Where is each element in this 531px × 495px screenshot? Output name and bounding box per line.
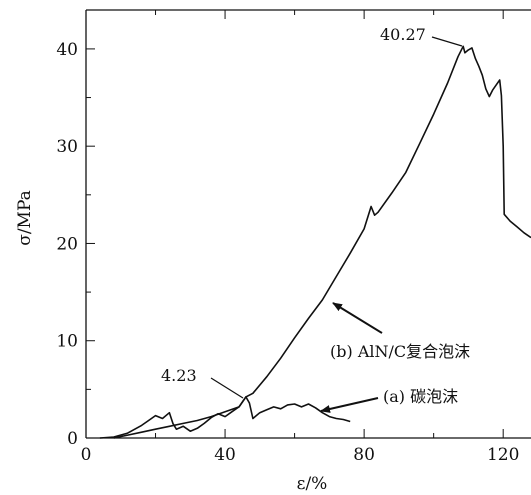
- tick-labels: 0 40 80 120 0 10 20 30 40: [56, 40, 519, 465]
- axes: [85, 9, 531, 439]
- annotation-peak-b-leader: [431, 36, 463, 47]
- annotation-series-b-label: (b) AlN/C复合泡沫: [330, 342, 470, 361]
- x-axis-label: ε/%: [297, 474, 328, 494]
- x-tick-label: 40: [214, 445, 236, 465]
- y-tick-label: 10: [56, 332, 78, 352]
- series-line-a: [99, 396, 351, 439]
- y-tick-label: 0: [67, 429, 78, 449]
- annotation-series-b-arrow: [332, 302, 383, 334]
- series-line-b: [113, 45, 531, 439]
- series-layer: [99, 45, 531, 439]
- annotation-series-a-label: (a) 碳泡沫: [383, 387, 458, 406]
- x-tick-label: 120: [487, 445, 519, 465]
- annotation-peak-b: 40.27: [380, 25, 463, 47]
- annotation-series-a-arrow: [320, 397, 379, 413]
- annotation-peak-a-label: 4.23: [161, 366, 197, 385]
- annotation-series-a: (a) 碳泡沫: [320, 387, 458, 413]
- x-tick-label: 80: [353, 445, 375, 465]
- tick-marks: [85, 10, 504, 439]
- annotation-peak-a: 4.23: [161, 366, 244, 399]
- y-tick-label: 40: [56, 40, 78, 60]
- y-axis-label: σ/MPa: [15, 190, 35, 246]
- annotation-peak-b-label: 40.27: [380, 25, 426, 44]
- x-tick-label: 0: [81, 445, 92, 465]
- y-tick-label: 20: [56, 234, 78, 254]
- y-tick-label: 30: [56, 137, 78, 157]
- annotation-peak-a-leader: [210, 377, 244, 399]
- annotation-series-b: (b) AlN/C复合泡沫: [330, 302, 470, 361]
